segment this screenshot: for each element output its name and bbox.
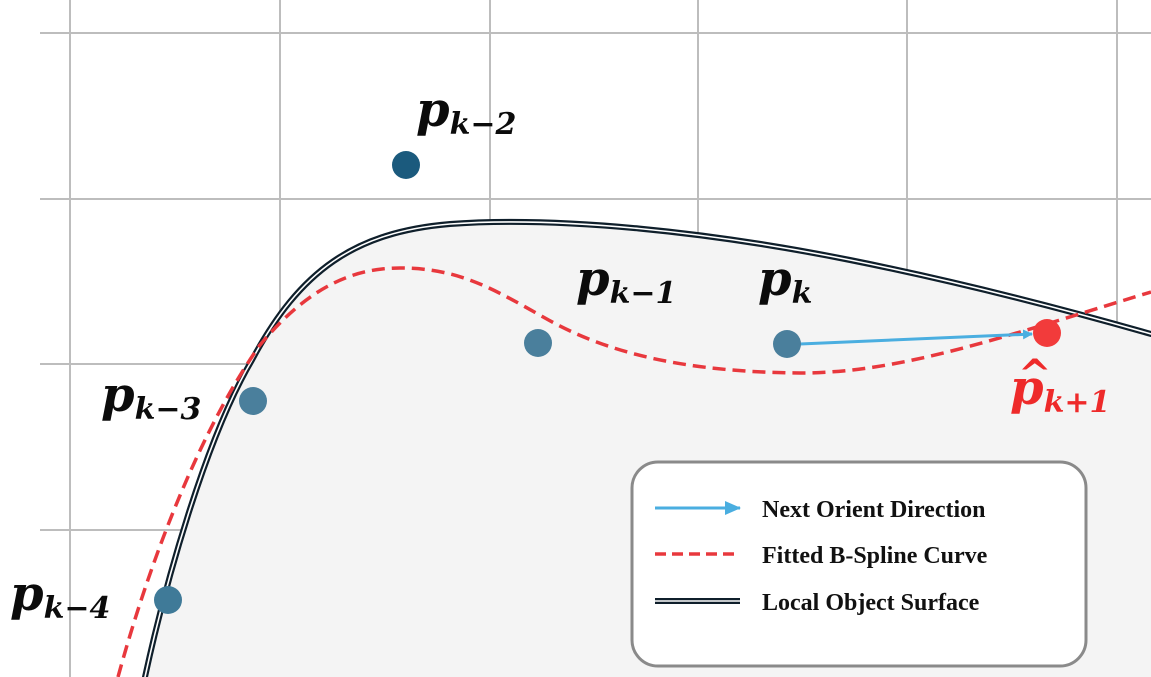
legend-label-local-object-surface: Local Object Surface [762, 590, 980, 616]
label-p-k-2: pk−2 [416, 82, 516, 142]
legend-label-next-orient-direction: Next Orient Direction [762, 497, 986, 523]
point-p-k-3 [239, 387, 267, 415]
point-p-k-4 [154, 586, 182, 614]
point-p-k [773, 330, 801, 358]
legend-label-fitted-bspline-curve: Fitted B-Spline Curve [762, 543, 988, 569]
legend: Next Orient Direction Fitted B-Spline Cu… [632, 462, 1086, 666]
label-p-k-4: pk−4 [10, 566, 110, 626]
label-p-k-3: pk−3 [101, 367, 201, 427]
point-p-k-2 [392, 151, 420, 179]
point-p-hat-k+1 [1033, 319, 1061, 347]
point-p-k-1 [524, 329, 552, 357]
